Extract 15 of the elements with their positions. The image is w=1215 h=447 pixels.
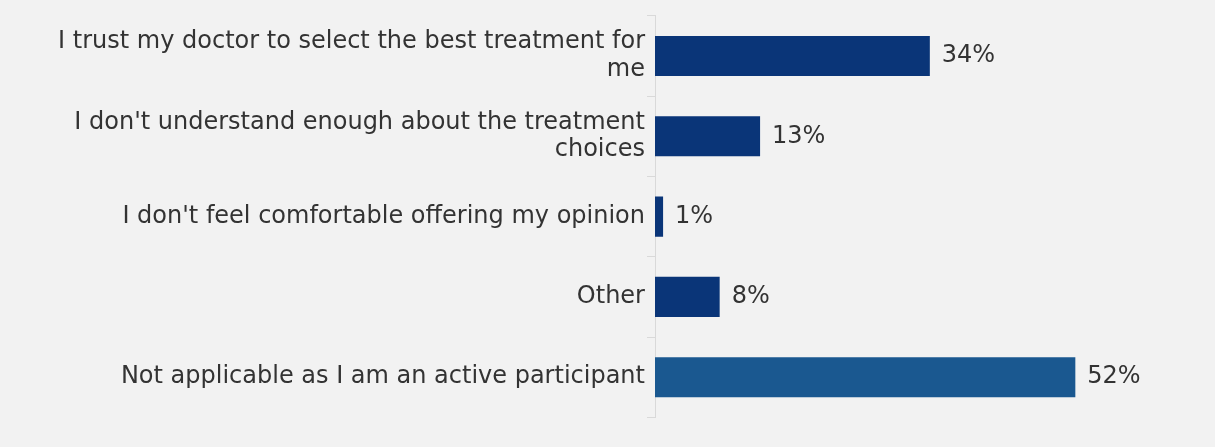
data-label: 13% <box>772 120 826 149</box>
bar <box>655 35 930 77</box>
y-tick-label: I don't feel comfortable offering my opinion <box>122 200 645 229</box>
y-tick-label: I don't understand enough about the treatment choices <box>74 106 645 163</box>
y-tick-label: Not applicable as I am an active participant <box>120 361 645 390</box>
bar <box>655 116 761 157</box>
bar <box>655 276 720 317</box>
bar <box>655 196 664 237</box>
data-label: 34% <box>941 40 996 69</box>
data-label: 52% <box>1087 361 1141 390</box>
y-tick-label: Other <box>576 281 646 310</box>
data-label: 1% <box>675 200 714 229</box>
bar <box>655 357 1076 398</box>
y-tick-label: I trust my doctor to select the best treatment for me <box>58 26 646 82</box>
data-label: 8% <box>731 281 770 310</box>
